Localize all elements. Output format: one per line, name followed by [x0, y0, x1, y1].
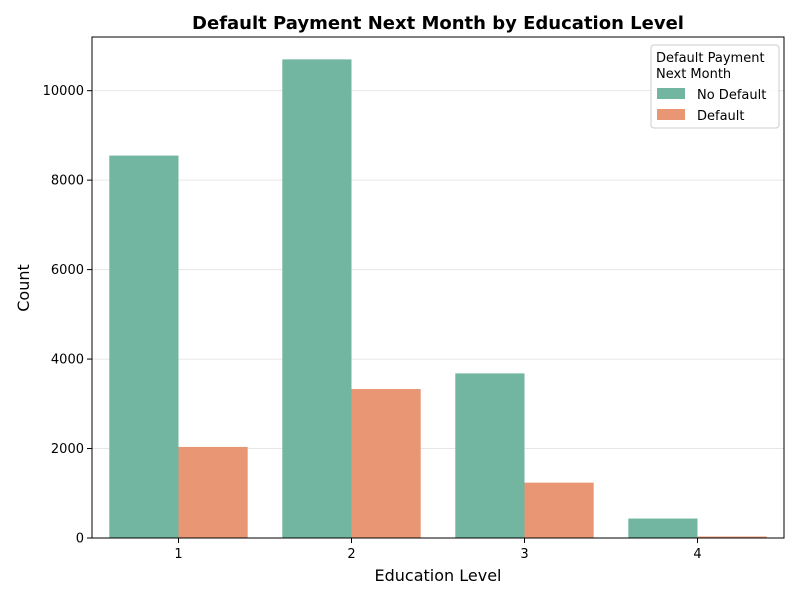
legend-swatch-no-default [657, 88, 685, 99]
y-axis-label: Count [14, 264, 33, 312]
x-tick-label: 2 [347, 547, 355, 562]
legend-swatch-default [657, 109, 685, 120]
y-tick-label: 4000 [51, 353, 84, 368]
bar-no-default-edu-1 [109, 155, 179, 539]
y-tick-label: 2000 [51, 442, 84, 457]
legend-label-no-default: No Default [697, 88, 766, 103]
y-tick-label: 8000 [51, 174, 84, 189]
y-tick-label: 0 [76, 532, 84, 547]
legend-item-no-default[interactable]: No Default [657, 88, 766, 103]
y-tick-label: 10000 [43, 84, 84, 99]
bars-group [109, 59, 767, 539]
chart-title: Default Payment Next Month by Education … [192, 13, 684, 34]
bar-no-default-edu-2 [282, 59, 352, 539]
bar-default-edu-2 [351, 389, 421, 538]
legend-title-line-1: Default Payment [656, 51, 765, 66]
x-axis-label: Education Level [375, 566, 502, 585]
bar-default-edu-3 [524, 482, 594, 538]
legend-box [650, 44, 780, 129]
bar-no-default-edu-3 [455, 373, 525, 538]
axes-group: 0 2000 4000 6000 8000 10000 1 2 3 4 [43, 84, 702, 562]
bar-default-edu-4 [697, 536, 767, 538]
x-tick-label: 1 [174, 547, 182, 562]
legend-item-default[interactable]: Default [657, 109, 745, 124]
x-tick-label: 4 [693, 547, 701, 562]
x-tick-label: 3 [520, 547, 528, 562]
legend-title-line-2: Next Month [656, 67, 731, 82]
legend-label-default: Default [697, 109, 745, 124]
plot-area-frame [91, 36, 785, 539]
legend-title: Default Payment Next Month [656, 51, 769, 82]
bar-default-edu-1 [178, 446, 248, 538]
bar-no-default-edu-4 [628, 518, 698, 538]
y-tick-label: 6000 [51, 263, 84, 278]
legend[interactable]: Default Payment Next Month No Default De… [650, 44, 780, 129]
